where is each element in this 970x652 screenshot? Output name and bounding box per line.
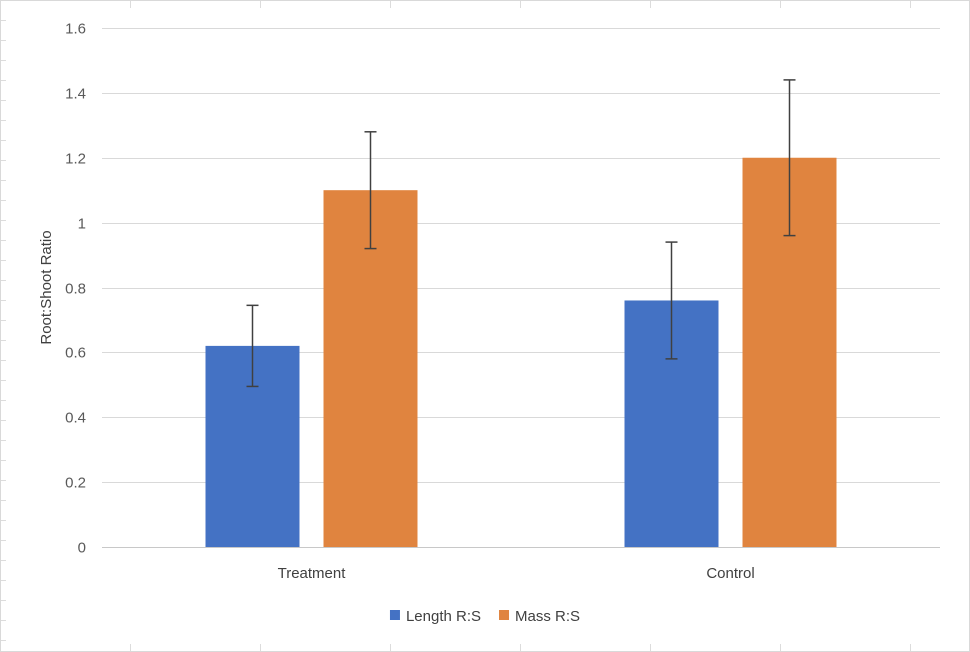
y-tick-label: 0.4 — [65, 410, 86, 427]
legend-swatch — [499, 610, 510, 620]
y-tick-label: 0.8 — [65, 281, 86, 298]
y-tick-label: 1.2 — [65, 151, 86, 168]
y-tick-label: 0.6 — [65, 345, 86, 362]
x-category-label: Control — [706, 565, 754, 582]
error-bars — [246, 79, 796, 388]
y-tick-label: 1.6 — [65, 21, 86, 38]
y-tick-label: 1 — [78, 216, 86, 233]
legend-swatch — [389, 610, 400, 620]
legend: Length R:S Mass R:S — [389, 608, 580, 625]
bar — [323, 190, 418, 547]
y-axis-title: Root:Shoot Ratio — [38, 230, 55, 344]
legend-label: Mass R:S — [515, 608, 580, 625]
y-tick-label: 0 — [78, 540, 86, 557]
x-category-label: Treatment — [278, 565, 347, 582]
legend-label: Length R:S — [406, 608, 481, 625]
sheet-gridlines — [0, 0, 911, 652]
y-tick-label: 1.4 — [65, 86, 86, 103]
y-tick-label: 0.2 — [65, 475, 86, 492]
y-tick-labels: 0 0.2 0.4 0.6 0.8 1 1.2 1.4 1.6 — [65, 21, 86, 557]
x-category-labels: Treatment Control — [278, 565, 755, 582]
